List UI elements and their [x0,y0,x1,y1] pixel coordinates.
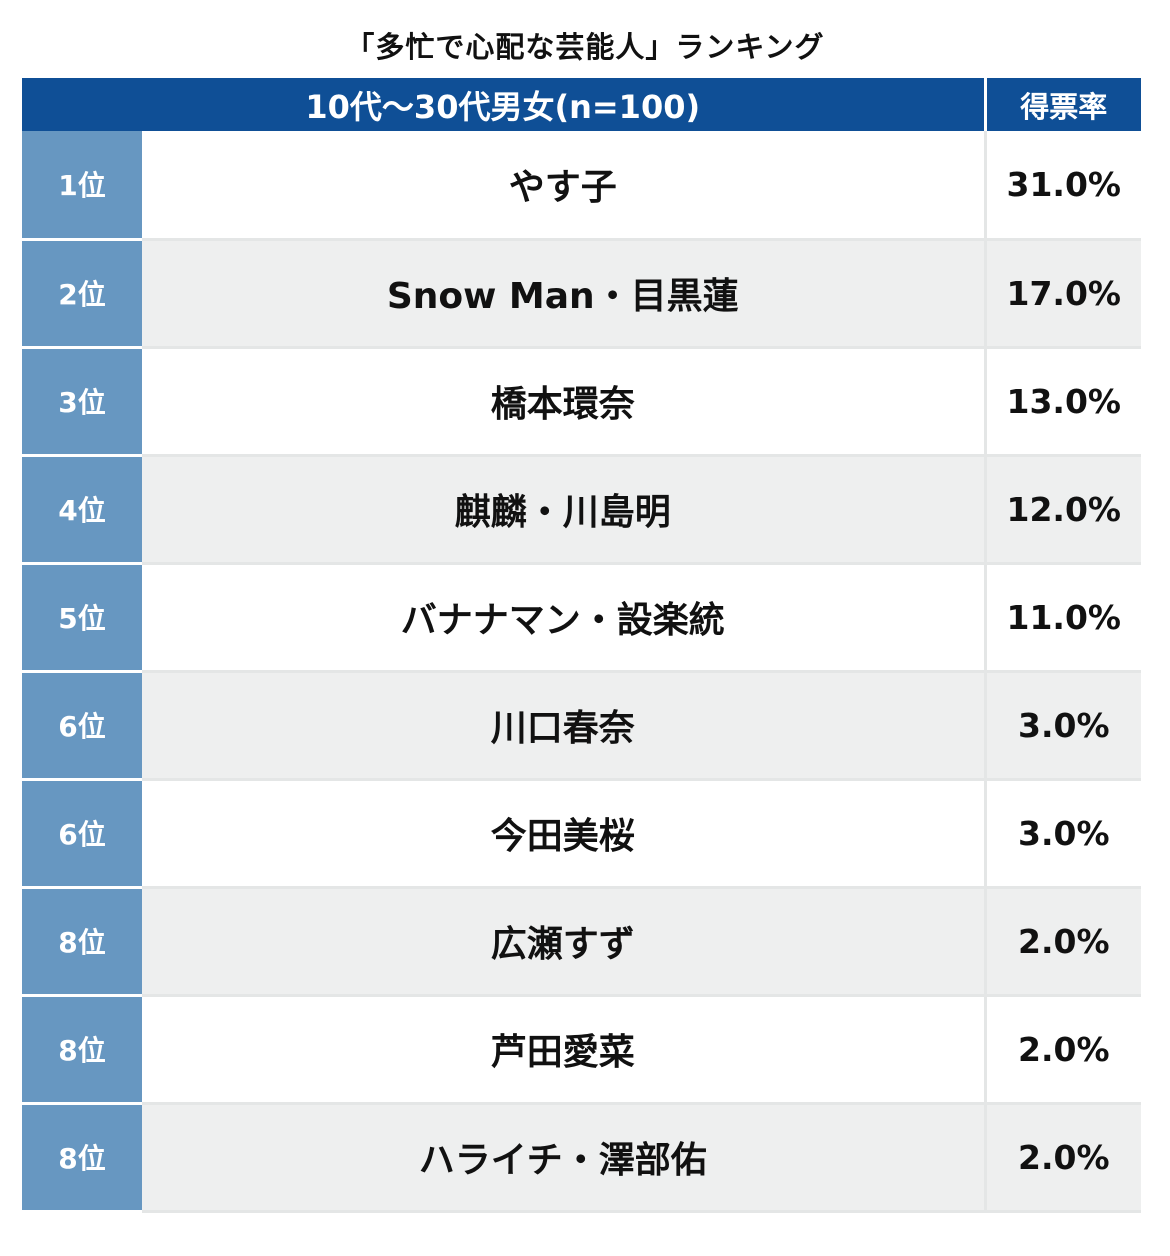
rank-cell: 2位 [22,239,142,349]
rank-cell: 6位 [22,671,142,781]
pct-cell: 2.0% [983,995,1141,1105]
rank-cell: 5位 [22,563,142,673]
header-pct-label: 得票率 [983,78,1141,131]
rank-cell: 3位 [22,347,142,457]
chart-title: 「多忙で心配な芸能人」ランキング [345,30,825,64]
rank-cell: 4位 [22,455,142,565]
table-row: 8位 芦田愛菜 2.0% [22,995,1141,1105]
table-row: 5位 バナナマン・設楽統 11.0% [22,563,1141,673]
table-header-row: 10代〜30代男女(n=100) 得票率 [22,78,1141,131]
table-row: 4位 麒麟・川島明 12.0% [22,455,1141,565]
name-cell: ハライチ・澤部佑 [142,1103,985,1213]
pct-cell: 12.0% [983,455,1141,565]
table-row: 6位 川口春奈 3.0% [22,671,1141,781]
pct-cell: 31.0% [983,131,1141,241]
name-cell: 芦田愛菜 [142,995,985,1105]
pct-cell: 2.0% [983,1103,1141,1213]
rank-cell: 6位 [22,779,142,889]
name-cell: 橋本環奈 [142,347,985,457]
rank-cell: 8位 [22,887,142,997]
pct-cell: 2.0% [983,887,1141,997]
ranking-table: 10代〜30代男女(n=100) 得票率 1位 やす子 31.0% 2位 Sno… [22,78,1141,1213]
table-row: 6位 今田美桜 3.0% [22,779,1141,889]
name-cell: 川口春奈 [142,671,985,781]
rank-cell: 1位 [22,131,142,241]
header-group-label: 10代〜30代男女(n=100) [22,78,985,131]
name-cell: Snow Man・目黒蓮 [142,239,985,349]
name-cell: やす子 [142,131,985,241]
rank-cell: 8位 [22,995,142,1105]
table-row: 1位 やす子 31.0% [22,131,1141,241]
pct-cell: 13.0% [983,347,1141,457]
pct-cell: 3.0% [983,671,1141,781]
table-row: 8位 広瀬すず 2.0% [22,887,1141,997]
pct-cell: 11.0% [983,563,1141,673]
name-cell: 今田美桜 [142,779,985,889]
name-cell: バナナマン・設楽統 [142,563,985,673]
table-row: 2位 Snow Man・目黒蓮 17.0% [22,239,1141,349]
pct-cell: 17.0% [983,239,1141,349]
rank-cell: 8位 [22,1103,142,1213]
table-row: 3位 橋本環奈 13.0% [22,347,1141,457]
name-cell: 広瀬すず [142,887,985,997]
pct-cell: 3.0% [983,779,1141,889]
name-cell: 麒麟・川島明 [142,455,985,565]
table-row: 8位 ハライチ・澤部佑 2.0% [22,1103,1141,1213]
